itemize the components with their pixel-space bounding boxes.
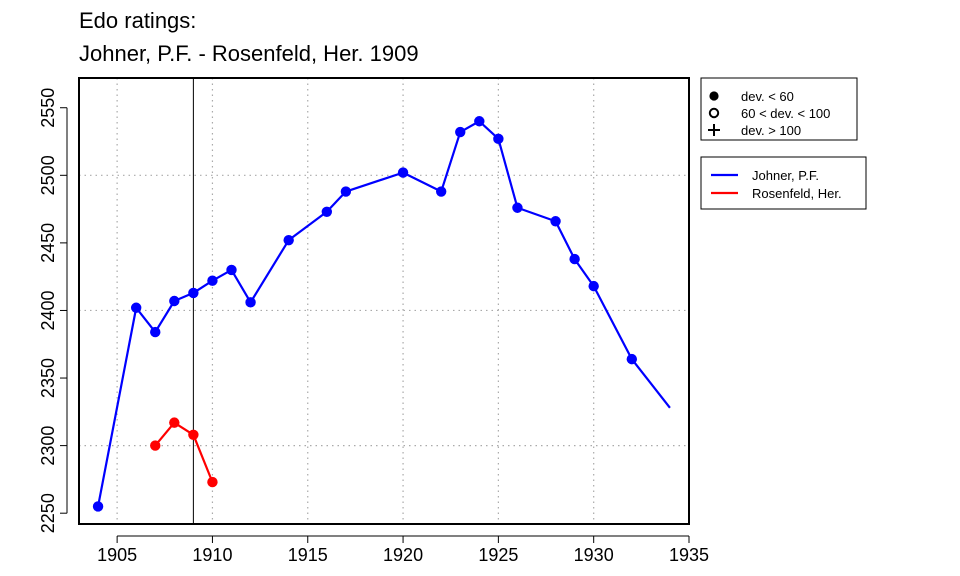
series-0-point-17 [550,216,561,227]
y-tick-label-2550: 2550 [38,88,58,128]
series-legend-box [700,156,867,210]
marker-legend-symbol-1 [708,107,720,119]
marker-legend-symbol-0 [709,91,719,101]
legends: dev. < 60 60 < dev. < 100 dev. > 100 Johner… [700,77,867,210]
x-tick-label-1905: 1905 [97,545,137,565]
series-0-point-19 [588,280,599,292]
marker-legend-label-1: 60 < dev. < 100 [741,106,830,121]
x-tick-label-1930: 1930 [574,545,614,565]
series-0-point-7 [245,297,256,308]
series-0-point-12 [435,186,447,197]
y-tick-label-2300: 2300 [38,426,58,466]
x-tick-label-1920: 1920 [383,545,423,565]
series-0-point-3 [169,295,180,307]
y-tick-label-2450: 2450 [38,223,58,263]
x-tick-label-1935: 1935 [669,545,709,565]
series-0-point-2 [150,326,161,338]
series-0-point-9 [321,206,333,217]
series-line-0 [96,120,671,507]
series-0-point-15 [493,133,504,145]
series-legend-label-0: Johner, P.F. [752,168,819,183]
series-0-point-1 [130,302,142,313]
series-1-point-2 [188,429,199,440]
x-tick-label-1925: 1925 [478,545,518,565]
series-0-point-14 [474,116,485,127]
chart-title-line-2: Johner, P.F. - Rosenfeld, Her. 1909 [79,41,419,66]
series-0-point-10 [340,186,352,197]
series-0-point-11 [397,167,409,178]
marker-legend-box [700,77,858,141]
series-0-point-20 [626,353,638,365]
y-tick-label-2250: 2250 [38,493,58,533]
series-1-point-3 [207,476,218,488]
y-tick-label-2400: 2400 [38,290,58,330]
axes: 1905 1910 1915 1920 1925 1930 1935 2250 2300 2350… [38,88,709,565]
series-lines [92,116,671,512]
x-tick-label-1910: 1910 [192,545,232,565]
series-0-point-8 [283,234,294,246]
series-0-point-16 [512,202,523,213]
plot-frame [78,77,690,525]
series-1-point-1 [169,417,180,428]
series-0-point-4 [188,287,199,299]
chart-title-line-1: Edo ratings: [79,8,196,33]
marker-legend-symbol-2 [708,124,720,136]
series-0-point-18 [569,253,580,265]
series-1-point-0 [150,440,161,451]
marker-legend-label-2: dev. > 100 [741,123,801,138]
series-legend-label-1: Rosenfeld, Her. [752,186,842,201]
marker-legend-label-0: dev. < 60 [741,89,794,104]
y-tick-label-2500: 2500 [38,155,58,195]
series-0-point-5 [207,275,218,286]
series-line-1 [154,421,214,483]
y-tick-label-2350: 2350 [38,358,58,398]
series-0-point-0 [92,501,104,512]
series-0-point-13 [455,126,466,138]
x-tick-label-1915: 1915 [288,545,328,565]
series-0-point-6 [226,264,237,276]
